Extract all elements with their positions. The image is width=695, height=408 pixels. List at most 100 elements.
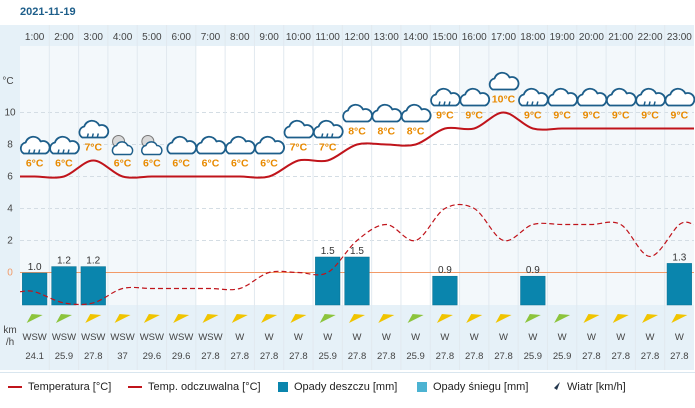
wind-direction: W <box>470 332 479 343</box>
wind-speed: 27.8 <box>231 351 250 362</box>
legend-temp-label: Temperatura [°C] <box>28 381 112 393</box>
rain-drop <box>643 101 646 106</box>
hour-label: 18:00 <box>520 32 545 43</box>
cloud-shape <box>664 87 695 107</box>
wind-direction: W <box>646 332 655 343</box>
rain-drop <box>448 101 451 106</box>
legend-feel-swatch <box>128 386 142 388</box>
rain-drop <box>536 101 539 106</box>
wind-speed: 25.9 <box>406 351 425 362</box>
wind-arrow-icon <box>612 314 629 323</box>
rain-drop <box>91 133 94 138</box>
wind-arrow-shape <box>26 314 43 323</box>
rain-label: 0.9 <box>438 265 452 276</box>
wind-arrow-shape <box>378 314 395 323</box>
wind-arrow-icon <box>290 314 307 323</box>
wind-speed: 29.6 <box>143 351 162 362</box>
temperature-label: 9°C <box>436 110 454 122</box>
wind-arrow-shape <box>349 314 365 323</box>
y-unit-label: °C <box>2 76 13 87</box>
rain-drop <box>320 133 324 138</box>
wind-direction: W <box>528 332 537 343</box>
rain-bar <box>666 263 692 306</box>
y-tick-label: 10 <box>4 108 16 119</box>
wind-arrow-icon <box>671 314 688 323</box>
hour-label: 6:00 <box>171 32 191 43</box>
rain-label: 1.0 <box>28 262 42 273</box>
wind-arrow-shape <box>319 314 336 323</box>
temperature-label: 8°C <box>348 126 366 138</box>
wind-speed: 27.8 <box>201 351 220 362</box>
legend-temp: Temperatura [°C] <box>8 381 111 393</box>
wind-direction: W <box>411 332 420 343</box>
hour-label: 15:00 <box>432 32 457 43</box>
y-tick-label: 2 <box>7 236 13 247</box>
wind-direction: W <box>499 332 508 343</box>
rain-drop <box>37 149 41 154</box>
legend-feel: Temp. odczuwalna [°C] <box>128 381 261 393</box>
rain-drop <box>67 149 70 154</box>
temperature-label: 7°C <box>84 142 102 154</box>
wind-direction: WSW <box>110 332 134 343</box>
wind-speed: 25.9 <box>553 351 572 362</box>
rain-bar <box>51 266 77 306</box>
rain-cloud-icon <box>312 119 344 139</box>
wind-speed: 27.8 <box>582 351 601 362</box>
legend-rain-swatch <box>278 382 288 392</box>
rain-drop <box>526 101 529 106</box>
hour-label: 11:00 <box>316 32 341 43</box>
rain-drop <box>96 133 99 138</box>
wind-arrow-shape <box>55 314 72 323</box>
temperature-label: 9°C <box>465 110 483 122</box>
rain-cloud-icon <box>49 135 80 155</box>
wind-arrow-icon <box>378 314 395 323</box>
rain-label: 0.9 <box>526 265 540 276</box>
hour-label: 7:00 <box>201 32 221 43</box>
wind-arrow-icon <box>261 314 278 323</box>
wind-direction: W <box>440 332 449 343</box>
wind-direction: WSW <box>23 332 47 343</box>
wind-arrow-icon <box>554 314 571 323</box>
hour-label: 10:00 <box>286 32 311 43</box>
temperature-line <box>20 111 694 179</box>
wind-arrow-icon <box>642 314 659 323</box>
wind-direction: W <box>323 332 332 343</box>
wind-arrow-shape <box>114 314 131 323</box>
legend-snow: Opady śniegu [mm] <box>417 381 528 393</box>
rain-drop <box>648 101 651 106</box>
wind-arrow-shape <box>173 314 190 323</box>
rain-drop <box>57 149 60 154</box>
rain-bar <box>80 266 106 306</box>
rain-label: 1.5 <box>321 246 335 257</box>
hour-band <box>547 46 577 305</box>
wind-speed: 27.8 <box>84 351 103 362</box>
wind-arrow-shape <box>583 314 600 323</box>
rain-drop <box>438 101 441 106</box>
wind-speed: 25.9 <box>318 351 337 362</box>
temperature-label: 6°C <box>26 158 44 170</box>
wind-direction: W <box>235 332 244 343</box>
rain-bar <box>520 275 546 306</box>
cloud-shape <box>254 135 285 155</box>
wind-speed: 27.8 <box>289 351 308 362</box>
wind-direction: WSW <box>169 332 193 343</box>
hour-band <box>635 46 665 305</box>
wind-direction: W <box>587 332 596 343</box>
wind-arrow-icon <box>583 314 600 323</box>
temperature-label: 6°C <box>114 158 132 170</box>
hour-label: 3:00 <box>84 32 104 43</box>
rain-bar <box>432 275 458 306</box>
hour-label: 14:00 <box>403 32 428 43</box>
wind-direction: W <box>353 332 362 343</box>
hour-label: 2:00 <box>54 32 74 43</box>
hour-label: 17:00 <box>491 32 516 43</box>
wind-arrow-icon <box>524 314 541 323</box>
wind-unit-label: /h <box>6 337 14 348</box>
rain-label: 1.2 <box>57 256 71 267</box>
temperature-label: 9°C <box>612 110 630 122</box>
cloud-shape <box>49 135 80 155</box>
wind-arrow-icon <box>231 314 248 323</box>
wind-arrow-shape <box>261 314 278 323</box>
rain-drop <box>62 149 65 154</box>
cloud-icon <box>488 71 520 91</box>
